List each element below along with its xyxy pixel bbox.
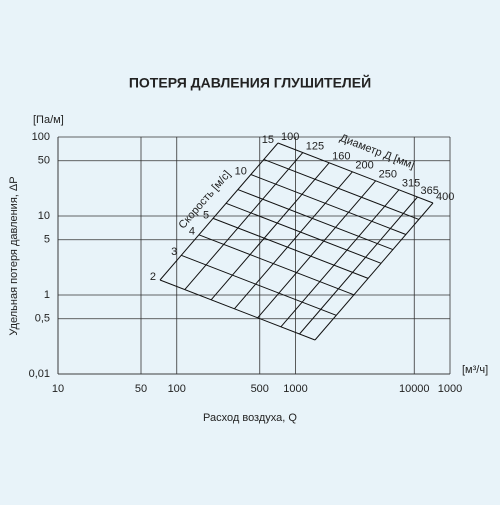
diameter-line — [280, 189, 400, 328]
speed-line — [277, 142, 434, 204]
diameter-line — [299, 196, 418, 335]
speed-label: 4 — [189, 226, 195, 238]
speed-label: 10 — [235, 165, 247, 177]
speed-line — [212, 217, 369, 279]
speed-line — [237, 189, 394, 251]
y-tick-label: 0,01 — [29, 368, 50, 380]
chart-title: ПОТЕРЯ ДАВЛЕНИЯ ГЛУШИТЕЛЕЙ — [129, 74, 371, 91]
speed-line — [250, 174, 407, 235]
x-tick-label: 10 — [52, 383, 64, 395]
y-label: Удельная потеря давления, ΔP — [8, 176, 20, 335]
speed-label: 5 — [203, 209, 209, 221]
diameter-label: 100 — [281, 131, 299, 143]
diameter-label: 125 — [306, 141, 324, 153]
x-tick-label: 10000 — [399, 383, 430, 395]
x-tick-label: 500 — [251, 383, 269, 395]
diameter-line — [210, 162, 330, 301]
diameter-label: 200 — [355, 160, 373, 172]
y-unit: [Па/м] — [33, 114, 64, 126]
x-unit: [м³/ч] — [462, 364, 488, 376]
speed-label: 2 — [150, 271, 156, 283]
speed-label: 15 — [262, 134, 274, 146]
x-tick-label: 50 — [135, 383, 147, 395]
x-tick-label: 1000 — [438, 383, 462, 395]
diameter-label: 160 — [332, 151, 350, 163]
y-tick-label: 1 — [44, 289, 50, 301]
y-tick-label: 10 — [38, 210, 50, 222]
diameter-line — [314, 202, 434, 341]
speed-line — [181, 254, 337, 316]
y-tick-label: 5 — [44, 234, 50, 246]
diameter-line — [257, 180, 377, 319]
y-tick-label: 100 — [32, 131, 50, 143]
diameter-label: 365 — [421, 185, 439, 197]
speed-line — [159, 279, 316, 341]
diameter-label: 315 — [402, 178, 420, 190]
diameter-line — [159, 142, 279, 281]
speed-line — [263, 158, 420, 220]
y-tick-label: 50 — [38, 155, 50, 167]
y-tick-label: 0,5 — [35, 313, 50, 325]
diameter-label: 400 — [436, 191, 454, 203]
speed-line — [225, 202, 382, 264]
diameter-label: 250 — [379, 169, 397, 181]
x-tick-label: 100 — [168, 383, 186, 395]
speed-label: 3 — [171, 246, 177, 258]
speed-line — [198, 234, 355, 296]
diameter-line — [234, 171, 353, 310]
diameter-line — [184, 152, 304, 290]
x-label: Расход воздуха, Q — [203, 412, 297, 424]
x-tick-label: 1000 — [283, 383, 307, 395]
